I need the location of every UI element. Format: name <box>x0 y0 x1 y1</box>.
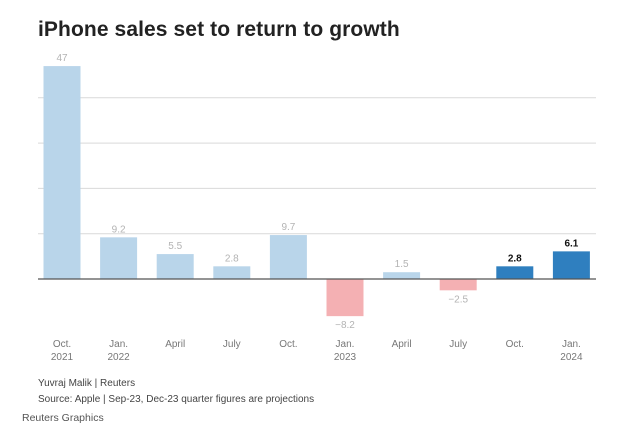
bar <box>156 254 194 279</box>
x-tick-label: July <box>223 339 241 350</box>
data-label: 2.8 <box>225 253 239 264</box>
bar <box>100 237 138 279</box>
x-tick-label: July <box>449 339 467 350</box>
x-tick-label: April <box>165 339 185 350</box>
data-label: −8.2 <box>335 320 355 331</box>
x-tick-label: April <box>392 339 412 350</box>
x-tick-label: Jan. <box>562 339 581 350</box>
data-label: 9.7 <box>281 222 295 233</box>
x-tick-year-label: 2024 <box>560 352 583 363</box>
data-label: 47 <box>56 53 68 64</box>
x-tick-label: Oct. <box>279 339 297 350</box>
chart-title: iPhone sales set to return to growth <box>38 18 400 41</box>
bar <box>552 251 590 279</box>
data-label: 2.8 <box>508 253 522 264</box>
bar <box>43 66 81 279</box>
bar <box>213 266 251 279</box>
data-label: 6.1 <box>564 238 578 249</box>
bar <box>383 272 421 279</box>
x-tick-year-label: 2021 <box>51 352 74 363</box>
bar <box>269 235 307 279</box>
data-label: 1.5 <box>395 259 409 270</box>
x-tick-year-label: 2022 <box>107 352 130 363</box>
x-tick-label: Jan. <box>109 339 128 350</box>
x-tick-label: Oct. <box>506 339 524 350</box>
data-label: 5.5 <box>168 241 182 252</box>
x-tick-year-label: 2023 <box>334 352 357 363</box>
data-label: 9.2 <box>112 224 126 235</box>
bar <box>326 279 364 317</box>
data-label: −2.5 <box>448 294 468 305</box>
bar <box>439 279 477 291</box>
x-tick-label: Jan. <box>336 339 355 350</box>
byline: Yuvraj Malik | Reuters <box>38 378 136 389</box>
graphics-credit: Reuters Graphics <box>22 412 104 424</box>
x-tick-label: Oct. <box>53 339 71 350</box>
bar <box>496 266 534 279</box>
source-note: Source: Apple | Sep-23, Dec-23 quarter f… <box>38 394 315 405</box>
